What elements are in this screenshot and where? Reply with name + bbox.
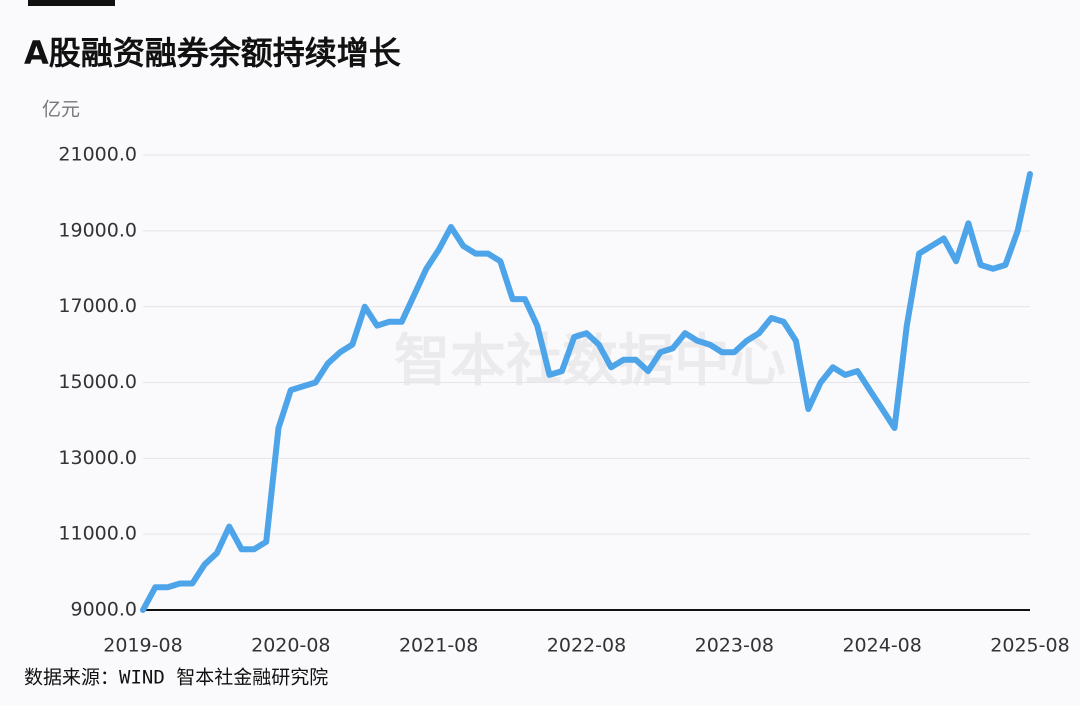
top-bar bbox=[28, 0, 115, 6]
y-tick-label: 17000.0 bbox=[58, 295, 137, 317]
x-tick-label: 2019-08 bbox=[103, 635, 182, 657]
y-tick-label: 15000.0 bbox=[58, 371, 137, 393]
x-tick-label: 2021-08 bbox=[399, 635, 478, 657]
x-tick-label: 2020-08 bbox=[251, 635, 330, 657]
chart-title: A股融资融券余额持续增长 bbox=[24, 34, 401, 72]
x-tick-label: 2024-08 bbox=[842, 635, 921, 657]
x-tick-label: 2025-08 bbox=[990, 635, 1069, 657]
y-tick-label: 13000.0 bbox=[58, 447, 137, 469]
y-tick-label: 11000.0 bbox=[58, 523, 137, 545]
y-unit: 亿元 bbox=[42, 99, 80, 121]
y-tick-label: 21000.0 bbox=[58, 144, 137, 166]
y-tick-label: 19000.0 bbox=[58, 219, 137, 241]
source-note: 数据来源：WIND 智本社金融研究院 bbox=[24, 667, 328, 689]
y-tick-label: 9000.0 bbox=[71, 599, 137, 621]
x-tick-label: 2022-08 bbox=[547, 635, 626, 657]
x-tick-label: 2023-08 bbox=[695, 635, 774, 657]
data-line bbox=[140, 171, 1033, 613]
